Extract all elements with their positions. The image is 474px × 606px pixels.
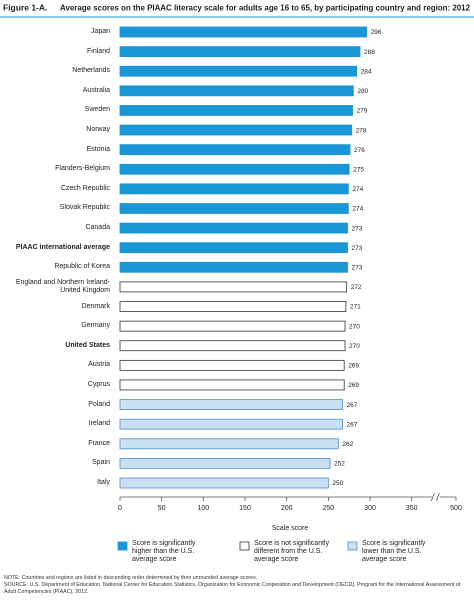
category-label: Republic of Korea [54, 263, 110, 271]
value-label: 267 [347, 402, 358, 409]
category-label: Spain [92, 459, 110, 467]
bar [119, 242, 348, 254]
value-label: 276 [354, 147, 365, 154]
legend-label: Score is not significantly different fro… [254, 540, 330, 563]
x-tick-label: 500 [450, 505, 462, 512]
value-label: 269 [348, 382, 359, 389]
chart-title: Average scores on the PIAAC literacy sca… [60, 2, 470, 12]
category-label: Flanders-Belgium [55, 165, 110, 173]
value-label: 262 [342, 441, 353, 448]
axis-break-gap [431, 495, 440, 499]
bar [119, 418, 343, 430]
x-tick-label: 200 [281, 505, 293, 512]
value-label: 267 [347, 421, 358, 428]
legend-swatch [239, 541, 250, 551]
category-label: Slovak Republic [59, 204, 110, 212]
value-label: 270 [349, 343, 360, 350]
bar [119, 457, 331, 469]
category-label: Ireland [88, 420, 110, 428]
bar [119, 26, 368, 38]
x-tick-label: 250 [323, 505, 335, 512]
category-label: England and Northern Ireland- United Kin… [15, 278, 110, 294]
value-label: 273 [352, 245, 363, 252]
value-label: 288 [364, 49, 375, 56]
bar [119, 359, 345, 371]
category-label: Cyprus [87, 380, 110, 388]
bar [119, 183, 349, 195]
note: SOURCE: U.S. Department of Education, Na… [4, 582, 461, 595]
category-label: Sweden [84, 106, 110, 114]
figure-label: Figure 1-A. [3, 2, 47, 12]
bar [119, 105, 353, 116]
x-axis-label: Scale score [272, 525, 309, 532]
x-tick-label: 0 [118, 505, 122, 512]
legend-label: Score is significantly higher than the U… [132, 540, 196, 563]
value-label: 280 [357, 88, 368, 95]
value-label: 269 [348, 363, 359, 370]
category-label: Poland [88, 400, 110, 408]
value-label: 284 [361, 68, 372, 75]
category-label: Netherlands [72, 67, 110, 75]
bar [119, 301, 347, 312]
category-label: PIAAC international average [15, 243, 110, 251]
category-label: France [88, 439, 110, 447]
bar [119, 46, 361, 58]
value-label: 275 [353, 166, 364, 173]
value-label: 296 [371, 29, 382, 36]
axis-break [435, 492, 440, 502]
category-label: United States [65, 341, 110, 349]
x-tick-label: 150 [239, 505, 251, 512]
bar [119, 85, 354, 97]
bar [119, 340, 346, 352]
value-label: 278 [356, 127, 367, 134]
category-label: Austria [88, 361, 110, 369]
category-label: Norway [86, 126, 110, 134]
category-label: Italy [97, 479, 110, 486]
category-label: Germany [81, 322, 110, 330]
bar [119, 320, 346, 332]
category-label: Canada [85, 224, 110, 232]
bar [119, 65, 358, 77]
value-label: 271 [350, 304, 361, 311]
bar [119, 163, 350, 175]
value-label: 279 [357, 108, 368, 115]
category-label: Czech Republic [60, 184, 110, 192]
value-label: 273 [352, 265, 363, 272]
category-label: Finland [87, 47, 110, 55]
bar [119, 399, 343, 410]
x-tick-label: 300 [364, 505, 376, 512]
bar [119, 281, 348, 293]
bar [119, 203, 349, 214]
value-label: 252 [334, 461, 345, 468]
value-label: 270 [349, 323, 360, 330]
value-label: 250 [332, 480, 343, 487]
value-label: 274 [352, 206, 363, 213]
bar [119, 144, 351, 156]
category-label: Japan [90, 28, 110, 35]
x-tick-label: 50 [158, 505, 166, 512]
value-label: 273 [352, 225, 363, 232]
bar [119, 438, 339, 450]
category-label: Estonia [86, 145, 110, 153]
axis-break [430, 492, 435, 502]
notes: NOTE: Countries and regions are listed i… [4, 575, 470, 596]
bar [119, 222, 348, 234]
legend-label: Score is significantly lower than the U.… [362, 540, 426, 563]
value-label: 272 [351, 284, 362, 291]
x-tick-label: 350 [406, 505, 418, 512]
bar [119, 379, 345, 391]
legend-swatch [117, 541, 128, 551]
legend-swatch [347, 541, 358, 551]
note: NOTE: Countries and regions are listed i… [4, 575, 258, 581]
x-tick-label: 100 [197, 505, 209, 512]
bar [119, 124, 353, 136]
bar [119, 261, 348, 273]
category-label: Denmark [81, 302, 110, 310]
category-label: Australia [82, 86, 110, 94]
value-label: 274 [352, 186, 363, 193]
bar [119, 477, 329, 489]
